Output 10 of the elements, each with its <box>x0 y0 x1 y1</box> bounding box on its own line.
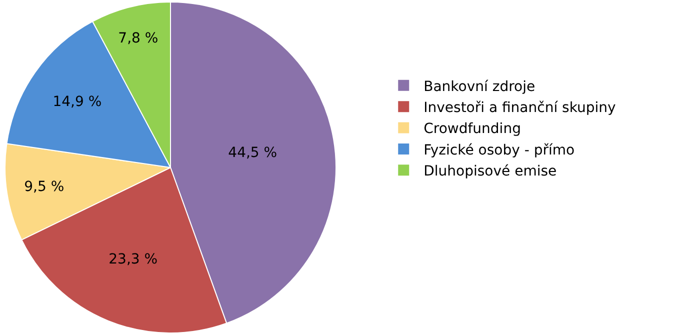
data-label: 9,5 % <box>24 179 64 196</box>
data-label: 44,5 % <box>228 145 278 162</box>
legend-label: Fyzické osoby - přímo <box>424 142 575 158</box>
data-label: 23,3 % <box>108 251 158 268</box>
legend-label: Investoři a finanční skupiny <box>424 100 616 116</box>
legend-label: Bankovní zdroje <box>424 78 536 95</box>
legend-label: Crowdfunding <box>424 121 521 138</box>
data-label: 14,9 % <box>52 94 102 110</box>
legend-label: Dluhopisové emise <box>424 164 557 180</box>
data-label: 7,8 % <box>118 30 158 46</box>
